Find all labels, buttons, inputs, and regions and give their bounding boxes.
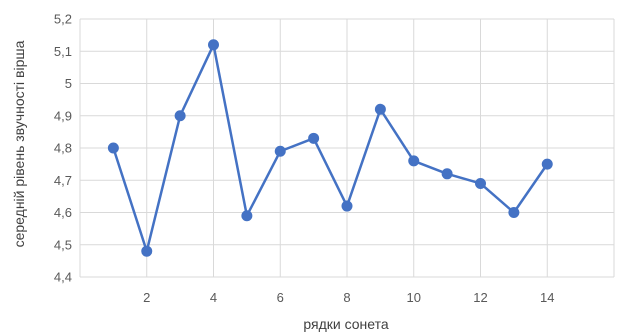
series-layer [107,39,553,257]
x-tick-label: 14 [540,290,554,305]
data-point [341,200,353,212]
x-tick-label: 12 [473,290,487,305]
x-tick-label: 6 [277,290,284,305]
y-tick-label: 5 [65,76,72,91]
data-point [441,168,453,180]
data-point [174,110,186,122]
data-point [141,245,153,257]
data-point [475,177,486,189]
data-point [107,142,119,154]
data-point [274,145,286,157]
tick-label-layer: 4,4 4,5 4,6 4,7 4,8 4,9 5 5,1 5,2 2 4 6 8 10 12 14 [54,12,555,306]
y-tick-label: 4,7 [54,173,72,188]
data-point [541,158,553,170]
x-tick-label: 8 [343,290,350,305]
y-tick-label: 4,9 [54,108,72,123]
x-tick-label: 4 [210,290,217,305]
y-tick-label: 4,5 [54,237,72,252]
x-tick-label: 2 [143,290,150,305]
y-tick-label: 4,8 [54,141,72,156]
data-point [308,132,320,144]
data-point [408,155,420,167]
y-tick-label: 4,4 [54,270,72,285]
data-point [374,103,386,115]
y-tick-label: 5,1 [54,44,72,59]
y-tick-label: 4,6 [54,205,72,220]
x-tick-label: 10 [407,290,421,305]
data-point [241,210,253,222]
grid-layer [79,18,615,278]
data-point [208,39,219,51]
data-point [508,207,520,218]
y-tick-label: 5,2 [54,12,72,27]
series-line [112,43,549,253]
y-axis-title: середній рівень звучності вірша [11,40,27,247]
x-axis-title: рядки сонета [303,316,388,332]
